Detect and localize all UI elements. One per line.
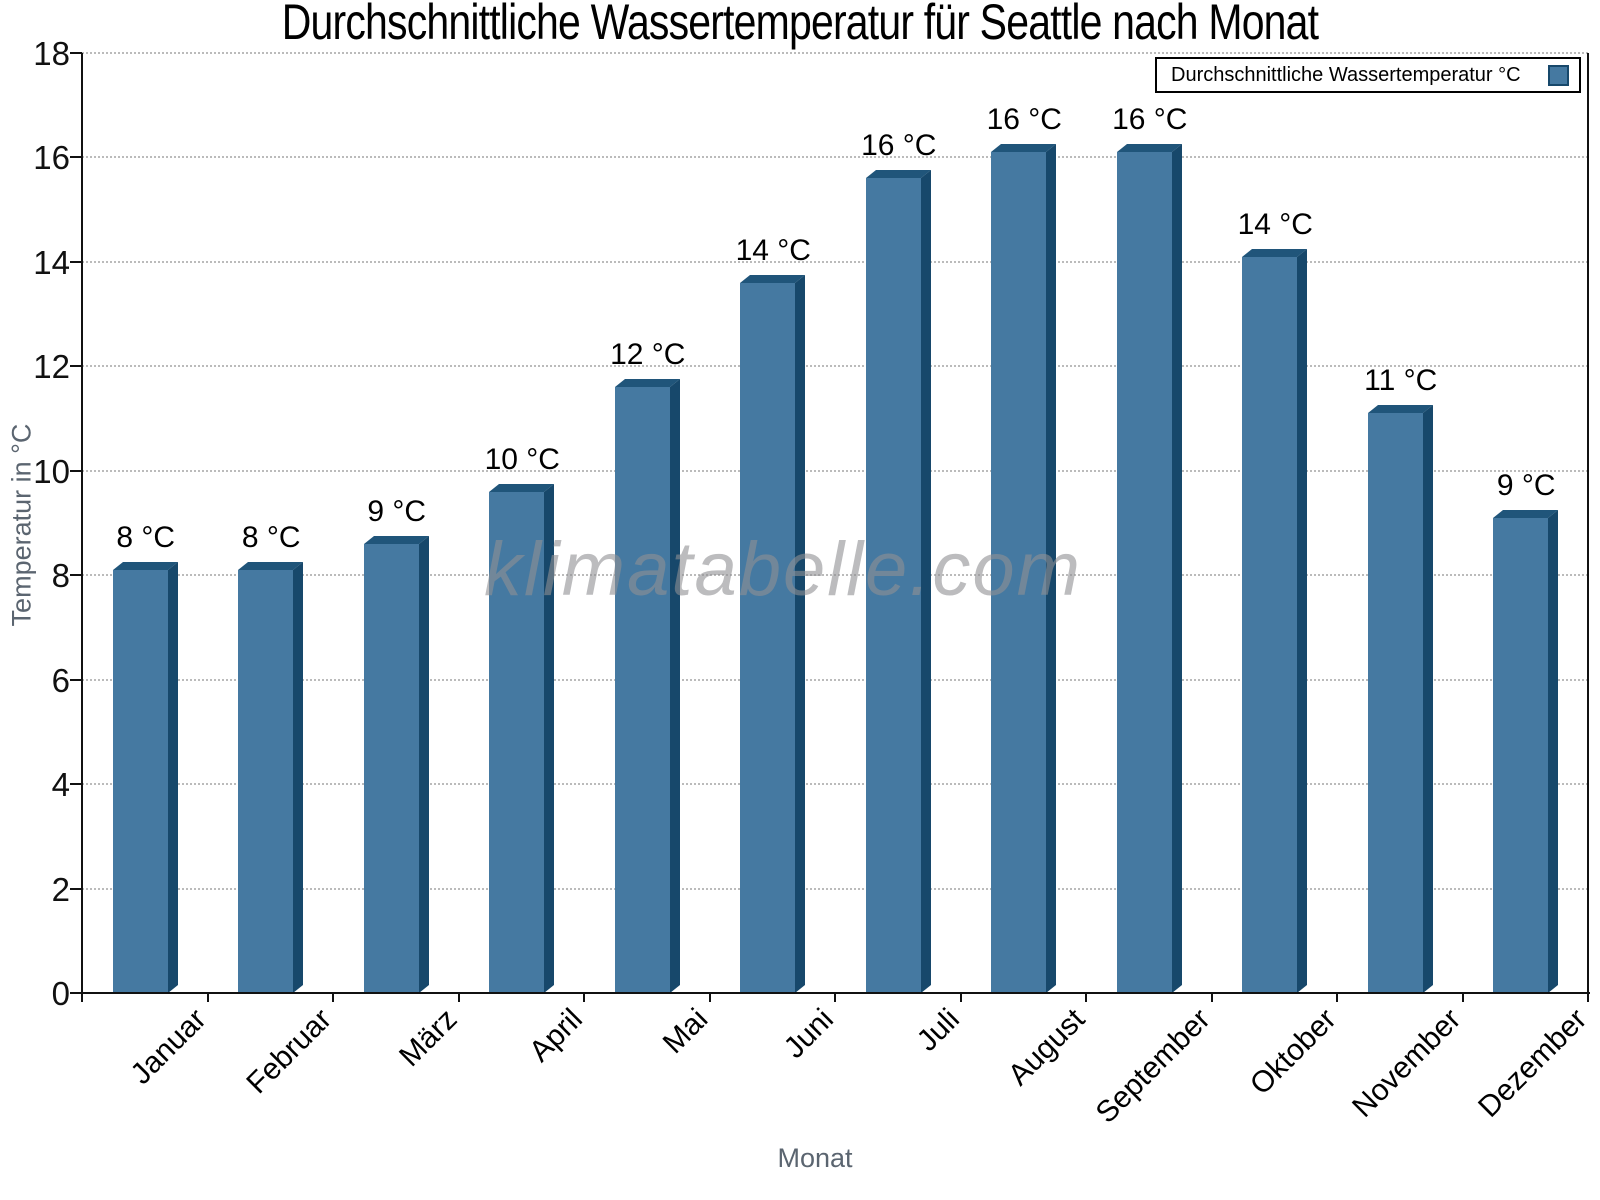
legend-swatch — [1548, 64, 1569, 86]
y-tick-label: 10 — [33, 452, 70, 490]
bar — [1367, 405, 1433, 993]
bar-value-label: 14 °C — [1237, 208, 1313, 241]
bar — [740, 275, 806, 993]
x-tick-label: Oktober — [1243, 1002, 1343, 1102]
bar — [991, 144, 1057, 993]
x-tick-label: Februar — [240, 1002, 339, 1101]
y-axis-line — [81, 53, 83, 999]
x-axis-title: Monat — [777, 1143, 853, 1173]
y-axis-tick — [70, 678, 82, 681]
bar-value-label: 14 °C — [735, 234, 811, 267]
bar — [1242, 249, 1308, 993]
x-tick-label: April — [523, 1002, 590, 1069]
x-tick-label: August — [1001, 1002, 1092, 1092]
y-axis-tick — [70, 260, 82, 263]
x-axis-tick — [1336, 993, 1338, 1002]
x-axis-tick — [959, 993, 962, 1002]
bar — [865, 170, 931, 993]
gridline — [82, 365, 1588, 368]
x-axis-tick — [332, 993, 334, 1002]
bar — [363, 536, 429, 993]
bar-value-label: 9 °C — [1496, 469, 1556, 502]
x-axis-tick — [834, 993, 836, 1002]
x-tick-label: September — [1089, 1002, 1217, 1130]
x-tick-label: Mai — [657, 1002, 715, 1061]
y-axis-tick — [70, 365, 82, 368]
y-tick-label: 0 — [51, 975, 70, 1012]
x-axis-tick — [457, 993, 460, 1002]
y-axis-tick — [70, 469, 82, 472]
gridline — [82, 887, 1588, 890]
x-axis-tick — [1461, 993, 1464, 1002]
bar-value-label: 11 °C — [1364, 364, 1438, 397]
x-tick-label: Juli — [910, 1002, 966, 1058]
legend: Durchschnittliche Wassertemperatur °C — [1155, 57, 1581, 93]
bar-value-label: 8 °C — [241, 521, 301, 554]
y-axis-tick — [70, 52, 82, 54]
bar-value-label: 10 °C — [484, 443, 560, 476]
y-axis-tick — [70, 887, 82, 890]
bar-value-label: 16 °C — [986, 103, 1062, 136]
x-axis-line — [82, 992, 1590, 994]
gridline — [82, 260, 1588, 263]
x-axis-tick — [583, 993, 585, 1002]
x-axis-tick — [1210, 993, 1213, 1002]
bar-value-label: 8 °C — [116, 521, 176, 554]
bar-value-label: 9 °C — [367, 495, 427, 528]
chart-title: Durchschnittliche Wassertemperatur für S… — [281, 0, 1319, 50]
gridline — [82, 783, 1588, 786]
bar — [1493, 510, 1559, 993]
y-axis-tick — [70, 783, 82, 786]
bar — [489, 484, 555, 993]
y-tick-label: 16 — [33, 139, 70, 177]
y-axis-tick — [70, 574, 82, 577]
x-tick-label: Juni — [777, 1002, 841, 1065]
y-tick-label: 8 — [51, 557, 70, 595]
legend-label: Durchschnittliche Wassertemperatur °C — [1171, 63, 1521, 86]
x-axis-tick — [1085, 993, 1087, 1002]
x-tick-label: Januar — [124, 1002, 213, 1091]
bar-value-label: 16 °C — [1112, 103, 1188, 136]
bar — [112, 562, 178, 993]
gridline — [82, 678, 1588, 681]
y-tick-label: 4 — [51, 766, 70, 804]
y-tick-label: 12 — [33, 348, 70, 386]
bar-value-label: 12 °C — [610, 338, 686, 371]
y-tick-label: 6 — [51, 661, 70, 699]
plot-right-border — [1587, 53, 1589, 993]
x-tick-label: März — [393, 1002, 464, 1074]
x-axis-tick — [206, 993, 209, 1002]
x-tick-label: Dezember — [1471, 1002, 1594, 1124]
gridline — [82, 156, 1588, 159]
bar — [614, 379, 680, 993]
bar — [1116, 144, 1182, 993]
y-axis-tick — [70, 992, 82, 994]
y-tick-label: 14 — [33, 243, 70, 281]
gridline — [82, 574, 1588, 577]
y-axis-tick — [70, 156, 82, 159]
x-axis-tick — [1587, 993, 1589, 1002]
bar-value-label: 16 °C — [861, 129, 937, 162]
x-axis-tick — [708, 993, 711, 1002]
gridline — [82, 52, 1588, 54]
y-tick-label: 18 — [33, 35, 70, 72]
x-tick-label: November — [1346, 1002, 1468, 1124]
y-tick-label: 2 — [51, 870, 70, 908]
gridline — [82, 469, 1588, 472]
bar — [238, 562, 304, 993]
